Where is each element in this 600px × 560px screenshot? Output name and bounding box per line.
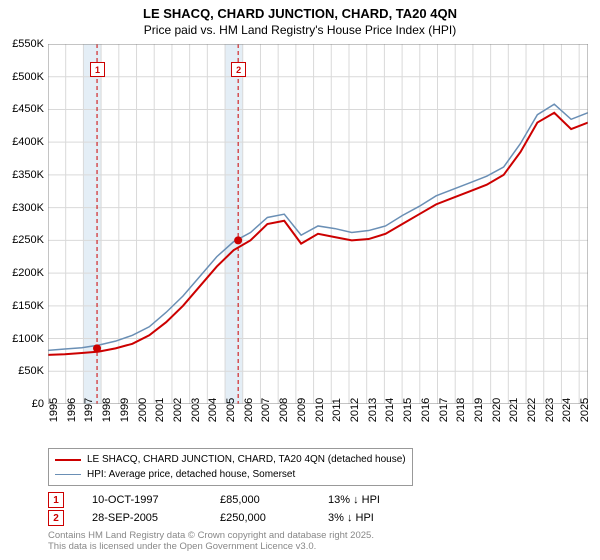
chart-marker-1: 1 [90,62,105,77]
x-tick-label: 2019 [473,398,485,422]
x-tick-label: 2003 [190,398,202,422]
x-tick-label: 2020 [491,398,503,422]
transaction-price: £85,000 [220,494,300,506]
transaction-date: 28-SEP-2005 [92,512,192,524]
x-tick-label: 2014 [384,398,396,422]
chart-subtitle: Price paid vs. HM Land Registry's House … [0,23,600,41]
x-tick-label: 2001 [154,398,166,422]
x-tick-label: 1997 [83,398,95,422]
legend-box: LE SHACQ, CHARD JUNCTION, CHARD, TA20 4Q… [48,448,413,486]
x-tick-label: 1995 [48,398,60,422]
x-tick-label: 2010 [314,398,326,422]
x-tick-label: 2017 [438,398,450,422]
y-tick-label: £500K [12,71,44,83]
x-tick-label: 2005 [225,398,237,422]
y-tick-label: £200K [12,267,44,279]
legend-item: HPI: Average price, detached house, Some… [55,467,406,482]
x-tick-label: 2018 [455,398,467,422]
y-tick-label: £250K [12,234,44,246]
transaction-table: 1 10-OCT-1997 £85,000 13% ↓ HPI 2 28-SEP-2005… [48,492,380,528]
x-tick-label: 2004 [207,398,219,422]
x-tick-label: 2007 [260,398,272,422]
x-tick-label: 2023 [544,398,556,422]
x-tick-label: 2016 [420,398,432,422]
y-axis: £0£50K£100K£150K£200K£250K£300K£350K£400… [0,44,46,404]
transaction-marker: 2 [48,510,64,526]
x-tick-label: 2008 [278,398,290,422]
legend-label: HPI: Average price, detached house, Some… [87,467,295,482]
transaction-delta: 3% ↓ HPI [328,512,374,524]
transaction-marker: 1 [48,492,64,508]
legend-label: LE SHACQ, CHARD JUNCTION, CHARD, TA20 4Q… [87,452,406,467]
chart-title: LE SHACQ, CHARD JUNCTION, CHARD, TA20 4Q… [0,0,600,23]
chart-container: LE SHACQ, CHARD JUNCTION, CHARD, TA20 4Q… [0,0,600,560]
x-tick-label: 2015 [402,398,414,422]
y-tick-label: £50K [18,365,44,377]
legend-swatch [55,459,81,461]
x-tick-label: 1998 [101,398,113,422]
y-tick-label: £400K [12,136,44,148]
x-tick-label: 2013 [367,398,379,422]
chart-marker-2: 2 [231,62,246,77]
plot-svg [48,44,588,404]
x-tick-label: 2006 [243,398,255,422]
x-tick-label: 2011 [331,398,343,422]
y-tick-label: £100K [12,333,44,345]
x-tick-label: 2021 [508,398,520,422]
x-tick-label: 2009 [296,398,308,422]
x-tick-label: 2024 [561,398,573,422]
transaction-row: 1 10-OCT-1997 £85,000 13% ↓ HPI [48,492,380,508]
x-tick-label: 2000 [137,398,149,422]
y-tick-label: £350K [12,169,44,181]
plot-area: 12 [48,44,588,404]
footer-text: Contains HM Land Registry data © Crown c… [48,530,374,553]
x-tick-label: 1996 [66,398,78,422]
footer-line1: Contains HM Land Registry data © Crown c… [48,530,374,541]
x-axis: 1995199619971998199920002001200220032004… [48,406,588,446]
y-tick-label: £300K [12,202,44,214]
footer-line2: This data is licensed under the Open Gov… [48,541,374,552]
transaction-price: £250,000 [220,512,300,524]
x-tick-label: 2002 [172,398,184,422]
transaction-delta: 13% ↓ HPI [328,494,380,506]
x-tick-label: 2012 [349,398,361,422]
y-tick-label: £0 [32,398,44,410]
y-tick-label: £150K [12,300,44,312]
y-tick-label: £450K [12,103,44,115]
legend-item: LE SHACQ, CHARD JUNCTION, CHARD, TA20 4Q… [55,452,406,467]
transaction-row: 2 28-SEP-2005 £250,000 3% ↓ HPI [48,510,380,526]
transaction-date: 10-OCT-1997 [92,494,192,506]
x-tick-label: 2025 [579,398,591,422]
x-tick-label: 2022 [526,398,538,422]
x-tick-label: 1999 [119,398,131,422]
y-tick-label: £550K [12,38,44,50]
legend-swatch [55,474,81,475]
